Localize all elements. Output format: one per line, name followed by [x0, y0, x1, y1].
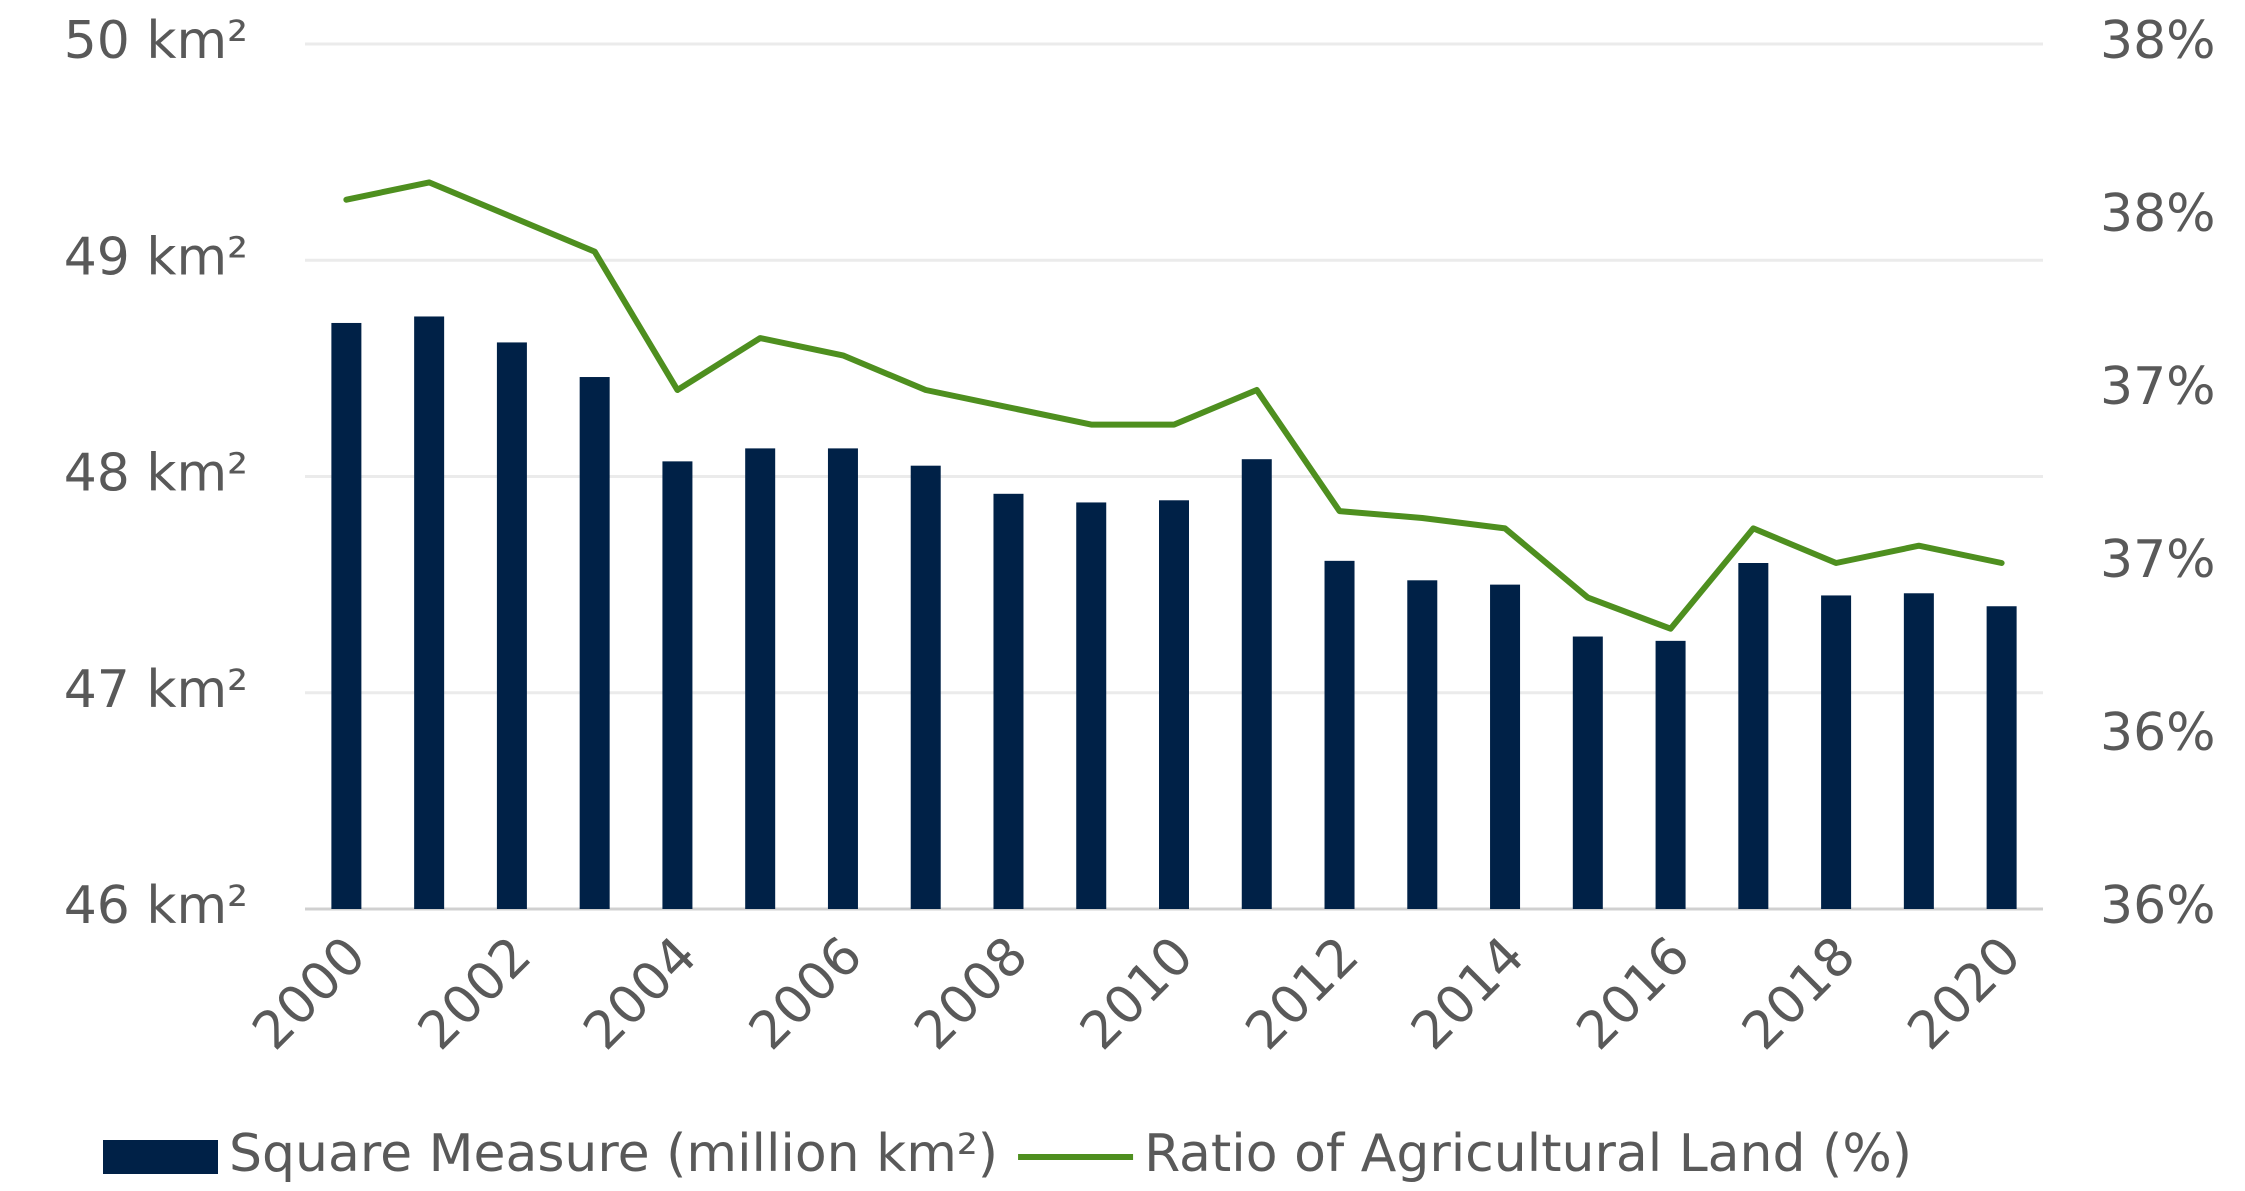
bar	[414, 316, 445, 910]
bar	[579, 377, 610, 909]
bar	[1076, 502, 1107, 909]
y-tick-label: 49 km²	[64, 227, 248, 287]
bar	[662, 461, 693, 909]
x-tick-label: 2010	[1069, 926, 1205, 1062]
bar	[745, 448, 776, 909]
legend-label: Ratio of Agricultural Land (%)	[1144, 1124, 1912, 1184]
bar	[827, 448, 858, 909]
bar	[1241, 459, 1272, 909]
bar	[1572, 636, 1603, 909]
y2-tick-label: 36%	[2100, 703, 2216, 763]
bar	[1821, 595, 1852, 909]
bar	[331, 322, 362, 909]
bar	[1159, 500, 1189, 909]
x-tick-label: 2014	[1400, 926, 1536, 1062]
x-tick-label: 2002	[407, 926, 543, 1062]
x-tick-label: 2012	[1235, 926, 1371, 1062]
y-tick-label: 50 km²	[64, 11, 248, 71]
y-tick-label: 46 km²	[64, 876, 248, 936]
x-tick-label: 2008	[904, 926, 1040, 1062]
bar	[1903, 593, 1934, 909]
x-tick-label: 2000	[241, 926, 377, 1062]
bar	[1490, 584, 1521, 909]
y-tick-label: 48 km²	[64, 444, 248, 504]
y-tick-label: 47 km²	[64, 660, 248, 720]
bar	[1407, 580, 1438, 909]
y2-tick-label: 37%	[2100, 530, 2216, 590]
x-tick-label: 2018	[1731, 926, 1867, 1062]
x-tick-label: 2006	[738, 926, 874, 1062]
bar	[1986, 606, 2017, 909]
line	[343, 179, 2005, 632]
legend-label: Square Measure (million km²)	[229, 1124, 998, 1184]
bar	[993, 493, 1024, 909]
bar	[1324, 560, 1355, 909]
x-tick-label: 2016	[1566, 926, 1702, 1062]
y2-tick-label: 38%	[2100, 184, 2216, 244]
y2-tick-label: 37%	[2100, 357, 2216, 417]
x-tick-label: 2020	[1897, 926, 2033, 1062]
x-tick-label: 2004	[573, 926, 709, 1062]
legend-swatch	[103, 1140, 218, 1174]
bar	[496, 342, 527, 909]
bar	[1655, 640, 1686, 909]
bar	[1738, 563, 1769, 909]
y2-tick-label: 36%	[2100, 876, 2216, 936]
y2-tick-label: 38%	[2100, 11, 2216, 71]
bar	[910, 465, 941, 909]
